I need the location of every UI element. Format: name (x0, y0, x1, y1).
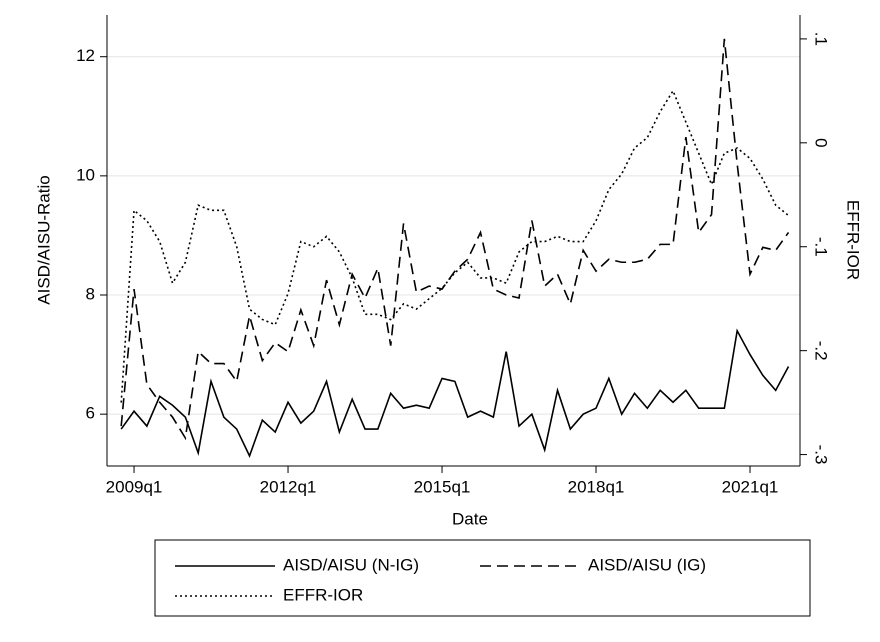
y2-tick-label: 0 (812, 138, 831, 147)
x-tick-label: 2012q1 (260, 477, 317, 496)
series-line (120, 38, 790, 441)
y-tick-label: 10 (76, 165, 95, 184)
series-line (120, 328, 790, 458)
y-tick-label: 12 (76, 46, 95, 65)
y-tick-label: 6 (86, 404, 95, 423)
y-tick-label: 8 (86, 284, 95, 303)
x-axis-title: Date (452, 509, 488, 528)
y-axis-title: AISD/AISU-Ratio (34, 175, 53, 304)
series-line (120, 89, 790, 403)
x-tick-label: 2018q1 (568, 477, 625, 496)
y2-tick-label: -.1 (812, 237, 831, 257)
y2-tick-label: -.2 (812, 341, 831, 361)
legend-label: AISD/AISU (N-IG) (283, 555, 419, 574)
x-tick-label: 2021q1 (722, 477, 779, 496)
y2-axis-title: EFFR-IOR (844, 200, 863, 280)
legend-label: EFFR-IOR (283, 585, 363, 604)
x-tick-label: 2009q1 (106, 477, 163, 496)
legend-label: AISD/AISU (IG) (588, 555, 706, 574)
legend-box (154, 539, 811, 617)
x-tick-label: 2015q1 (414, 477, 471, 496)
y2-tick-label: .1 (812, 32, 831, 46)
y2-tick-label: -.3 (812, 445, 831, 465)
